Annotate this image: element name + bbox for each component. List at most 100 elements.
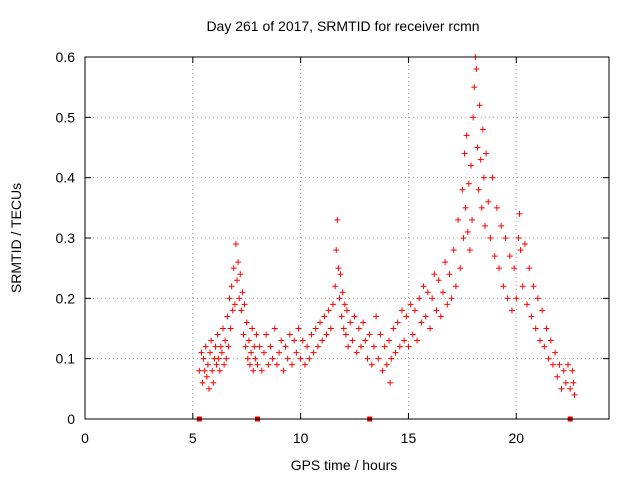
data-point [381, 343, 388, 350]
data-point [570, 379, 577, 386]
data-point [238, 307, 245, 314]
data-point [267, 343, 274, 350]
data-point [240, 331, 247, 338]
data-point [325, 307, 332, 314]
data-point [549, 361, 556, 368]
data-point [213, 361, 220, 368]
data-point [202, 343, 209, 350]
data-point [437, 313, 444, 320]
data-point [422, 313, 429, 320]
data-point [547, 337, 554, 344]
data-point [416, 295, 423, 302]
data-point [286, 331, 293, 338]
data-point [427, 325, 434, 332]
data-point [545, 355, 552, 362]
data-point [567, 385, 574, 392]
data-point [519, 283, 526, 290]
data-point [265, 361, 272, 368]
data-point [473, 66, 480, 73]
data-point [236, 295, 243, 302]
x-tick-label: 10 [293, 430, 309, 446]
data-point [508, 307, 515, 314]
data-point [448, 295, 455, 302]
data-point [225, 343, 232, 350]
data-point [569, 367, 576, 374]
data-point [392, 349, 399, 356]
data-point [516, 210, 523, 217]
data-point [562, 379, 569, 386]
data-point [366, 331, 373, 338]
data-point [407, 301, 414, 308]
data-point [528, 313, 535, 320]
data-point [291, 337, 298, 344]
data-point [429, 295, 436, 302]
data-point [398, 307, 405, 314]
data-point [452, 283, 459, 290]
data-point [226, 295, 233, 302]
data-point [289, 361, 296, 368]
data-point [269, 355, 276, 362]
y-tick-label: 0.4 [56, 170, 76, 186]
data-point [431, 271, 438, 278]
data-point [387, 379, 394, 386]
data-point [242, 343, 249, 350]
data-point [217, 343, 224, 350]
y-tick-label: 0.3 [56, 230, 76, 246]
data-point [493, 204, 500, 211]
data-point [500, 283, 507, 290]
data-point [299, 337, 306, 344]
data-point [469, 216, 476, 223]
data-point [201, 367, 208, 374]
data-point [232, 241, 239, 248]
data-point [461, 150, 468, 157]
data-point [556, 361, 563, 368]
data-point [239, 289, 246, 296]
data-point [312, 325, 319, 332]
data-point [230, 265, 237, 272]
data-point [368, 361, 375, 368]
data-point [444, 301, 451, 308]
data-point [377, 331, 384, 338]
data-point [218, 349, 225, 356]
data-point [459, 186, 466, 193]
data-point [571, 391, 578, 398]
data-point [338, 313, 345, 320]
x-tick-label: 5 [189, 430, 197, 446]
data-point [323, 331, 330, 338]
data-point [386, 337, 393, 344]
data-point [517, 247, 524, 254]
data-point [383, 361, 390, 368]
data-point [234, 277, 241, 284]
data-point [231, 301, 238, 308]
data-point [295, 325, 302, 332]
data-point [479, 126, 486, 133]
data-point [411, 307, 418, 314]
data-point [196, 367, 203, 374]
data-point [471, 84, 478, 91]
data-point [237, 271, 244, 278]
data-point [253, 331, 260, 338]
data-point [362, 337, 369, 344]
data-point [433, 307, 440, 314]
data-point [409, 331, 416, 338]
y-tick-label: 0.1 [56, 351, 76, 367]
data-point [203, 373, 210, 380]
data-point [457, 265, 464, 272]
data-point [506, 253, 513, 260]
x-tick-label: 0 [81, 430, 89, 446]
data-point [204, 361, 211, 368]
data-point [336, 295, 343, 302]
data-point [199, 379, 206, 386]
data-point [388, 355, 395, 362]
data-point [502, 235, 509, 241]
data-point [390, 325, 397, 332]
data-point [489, 174, 496, 181]
grid [85, 57, 609, 419]
data-point [314, 343, 321, 350]
data-point [358, 343, 365, 350]
data-point [418, 319, 425, 326]
data-point [424, 289, 431, 296]
data-point [560, 367, 567, 374]
data-point [483, 150, 490, 157]
